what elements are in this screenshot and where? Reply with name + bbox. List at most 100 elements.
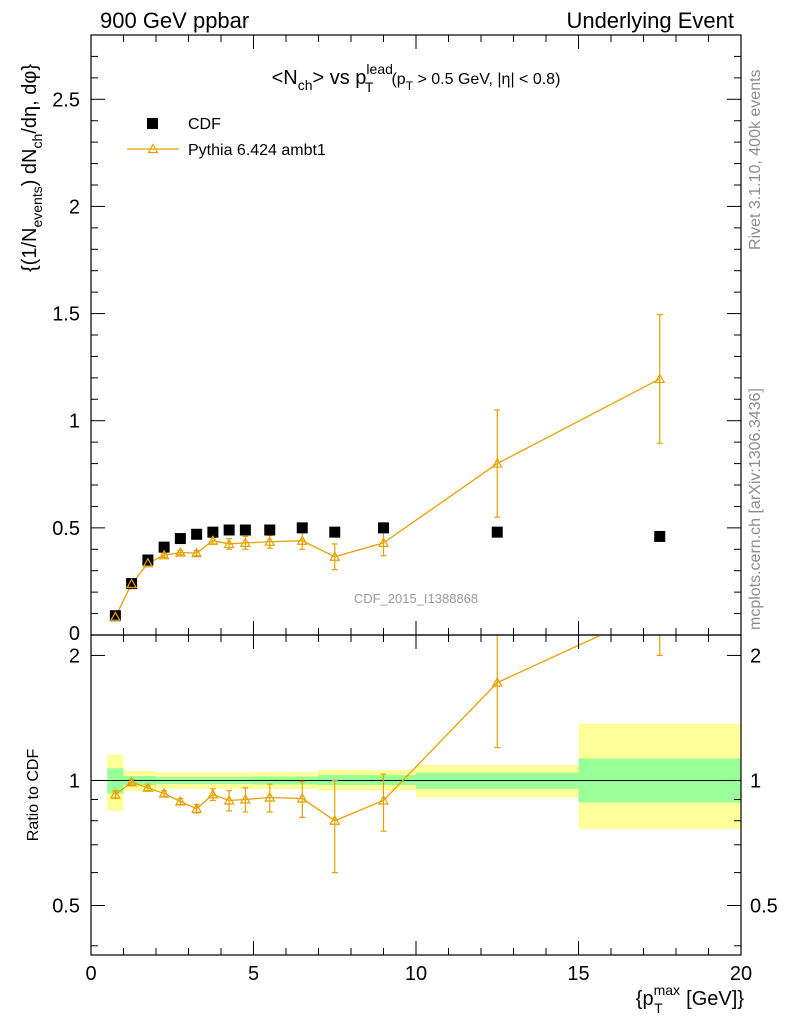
cdf-data-point	[207, 526, 219, 538]
title-sub-T: T	[365, 79, 374, 95]
cdf-data-point	[142, 554, 154, 566]
x-axis-label: {pmax T [GeV]}	[636, 982, 745, 1016]
cdf-data-point	[239, 524, 251, 536]
ratio-data-point	[158, 787, 170, 798]
ratio-x-tick-labels: 0 5 10 15 20	[85, 963, 752, 985]
ratio-data-point	[239, 793, 251, 804]
main-y-tick-label: 1.5	[52, 304, 80, 326]
ratio-data-point	[655, 604, 664, 612]
main-panel: CDF_2015_I1388868 0.511.522.50 <Nch> vs …	[19, 34, 742, 645]
cdf-data-point	[126, 578, 138, 590]
x-tick-label: 5	[248, 963, 259, 985]
ratio-y-tick-label-right: 2	[750, 645, 761, 667]
mc-data-point	[223, 538, 235, 549]
mc-data-point	[296, 534, 308, 545]
main-y-tick-label: 0.5	[52, 518, 80, 540]
ratio-data-point	[377, 794, 390, 805]
cdf-data-point	[296, 522, 308, 534]
ratio-y-axis-label: Ratio to CDF	[25, 749, 42, 842]
title-part-pre: <N	[272, 67, 298, 89]
header-left: 900 GeV ppbar	[100, 8, 249, 33]
mc-data-point	[491, 457, 503, 468]
xlabel-p2: [GeV]}	[681, 988, 745, 1010]
ylabel-s2: ch	[29, 134, 45, 149]
mc-data-point	[654, 373, 666, 384]
mc-data-point	[377, 537, 390, 547]
main-y-tick-label-zero: 0	[69, 623, 80, 645]
main-y-tick-label: 1	[69, 411, 80, 433]
title-cut-sub: T	[406, 79, 414, 93]
main-series-group	[109, 314, 666, 622]
ratio-data-point	[207, 788, 219, 799]
title-part-mid: > vs p	[313, 67, 367, 89]
mc-line	[114, 378, 661, 618]
main-watermark: CDF_2015_I1388868	[354, 591, 478, 606]
main-ticks	[90, 34, 742, 635]
x-tick-label: 10	[405, 963, 427, 985]
cdf-data-point	[174, 533, 186, 545]
ratio-y-tick-labels: 0.5 0.5 1 1 2 2	[52, 645, 778, 917]
mcplots-label: mcplots.cern.ch [arXiv:1306.3436]	[747, 388, 764, 630]
ratio-ticks	[90, 635, 742, 955]
ratio-data-point	[491, 676, 503, 687]
legend-cdf-marker	[147, 118, 158, 129]
xlabel-sub: T	[654, 1000, 663, 1016]
ratio-data-point	[126, 776, 138, 787]
legend-mc-label: Pythia 6.424 ambt1	[188, 142, 326, 159]
title-cut-pre: (p	[391, 71, 405, 88]
cdf-data-point	[191, 528, 203, 540]
x-tick-label: 15	[567, 963, 589, 985]
ylabel-p3: /dη, dφ}	[19, 64, 41, 134]
ratio-data-point	[174, 795, 186, 806]
mc-data-point	[158, 549, 170, 560]
x-tick-label: 0	[85, 963, 96, 985]
ratio-y-tick-label-right: 1	[750, 770, 761, 792]
ratio-panel: 0.5 0.51 12 2 0 5 10 15 20 Ratio to CDF {pmax T …	[25, 604, 778, 1016]
cdf-data-point	[491, 526, 503, 538]
cdf-data-point	[329, 526, 341, 538]
main-y-tick-labels: 0.5 1 1.5 2 2.5 0	[52, 89, 80, 645]
mc-data-point	[239, 537, 251, 547]
xlabel-sup: max	[654, 982, 680, 998]
ratio-data-point	[109, 788, 121, 799]
ratio-data-point	[329, 814, 341, 825]
mc-data-point	[264, 536, 276, 546]
ratio-bands	[107, 723, 741, 829]
ratio-y-tick-label-left: 0.5	[52, 895, 80, 917]
cdf-data-point	[109, 610, 121, 622]
legend-cdf-label: CDF	[188, 116, 221, 133]
mc-data-point	[174, 546, 186, 557]
x-tick-label: 20	[730, 963, 752, 985]
cdf-data-point	[378, 522, 389, 534]
ratio-data-point	[191, 803, 203, 813]
ylabel-p1: {(1/N	[19, 228, 41, 272]
ratio-y-tick-label-left: 2	[69, 645, 80, 667]
ratio-data-point	[296, 792, 308, 803]
ylabel-p2: ) dN	[19, 148, 41, 186]
mc-data-point	[191, 547, 203, 558]
main-title: <Nch> vs plead T (pT > 0.5 GeV, |η| < 0.8)	[272, 61, 561, 95]
title-sub-ch: ch	[298, 77, 313, 93]
mc-data-point	[142, 557, 154, 568]
xlabel-p1: {p	[636, 988, 654, 1010]
rivet-label: Rivet 3.1.10, 400k events	[747, 69, 764, 250]
mc-data-point	[109, 611, 121, 621]
title-sup-lead: lead	[366, 61, 392, 77]
mc-data-point	[126, 578, 138, 589]
ratio-series-group	[109, 604, 664, 874]
ratio-data-point	[223, 794, 235, 805]
main-y-tick-label: 2.5	[52, 89, 80, 111]
ratio-y-tick-label-right: 0.5	[750, 895, 778, 917]
cdf-data-point	[223, 524, 235, 536]
ratio-y-tick-label-left: 1	[69, 770, 80, 792]
main-y-tick-label: 2	[69, 196, 80, 218]
cdf-data-point	[264, 524, 276, 536]
title-cut-post: > 0.5 GeV, |η| < 0.8)	[413, 71, 560, 88]
legend: CDF Pythia 6.424 ambt1	[127, 116, 326, 159]
mc-data-point	[207, 534, 219, 545]
mc-data-point	[329, 551, 341, 561]
main-y-axis-label: {(1/Nevents) dNch/dη, dφ}	[19, 64, 45, 272]
legend-mc-marker	[147, 143, 159, 154]
ratio-data-point	[142, 782, 154, 792]
